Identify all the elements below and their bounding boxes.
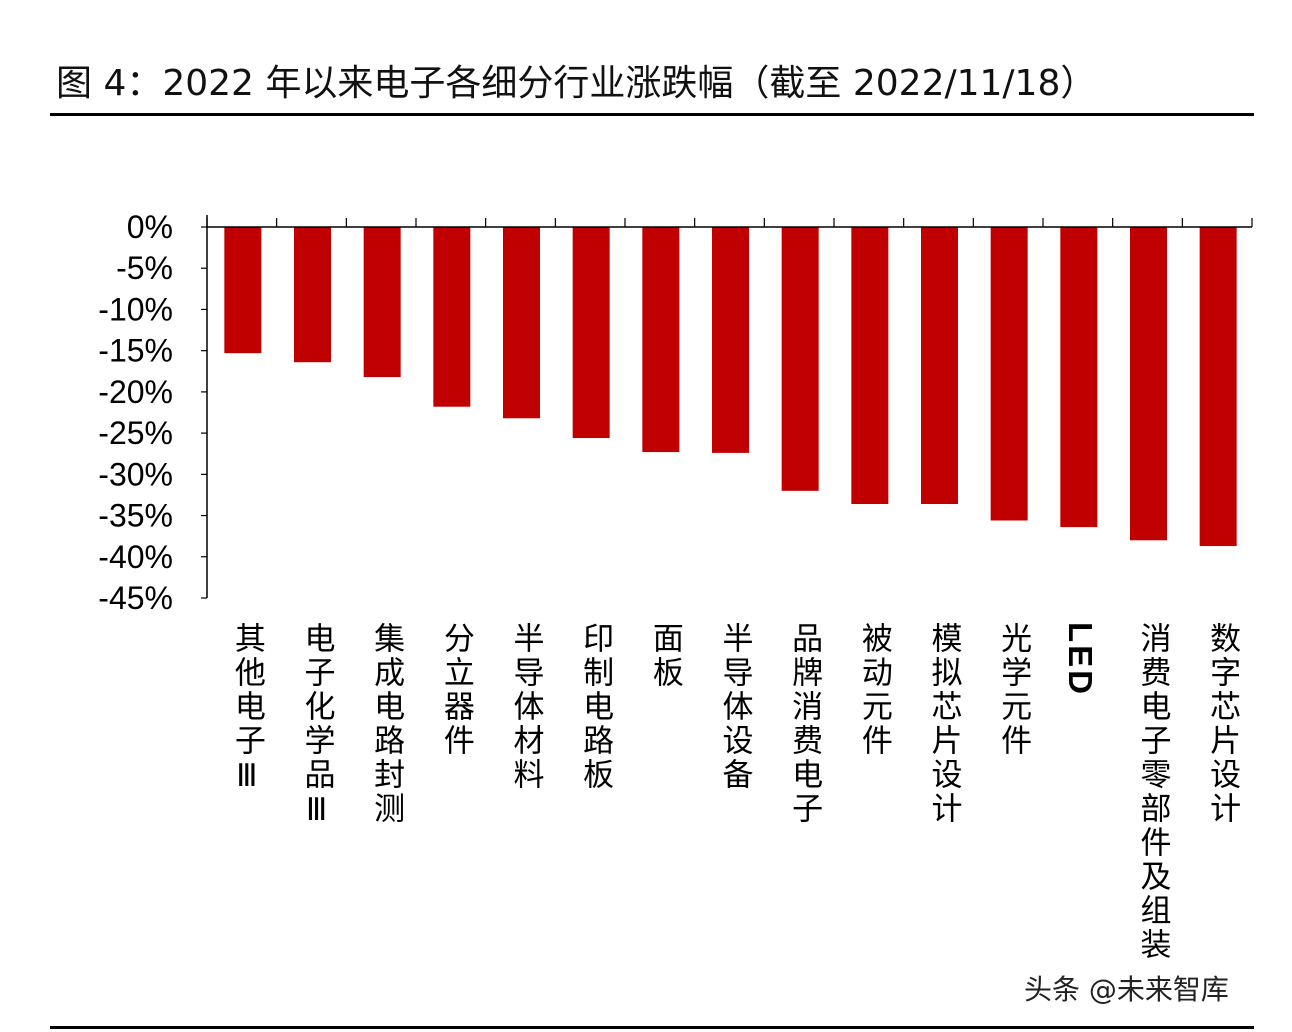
x-tick-label: 光学元件 bbox=[995, 622, 1032, 758]
x-tick-label: 电子化学品Ⅲ bbox=[298, 622, 335, 831]
x-tick-label: 集成电路封测 bbox=[368, 622, 405, 826]
x-tick-label: 半导体材料 bbox=[507, 622, 544, 792]
bar bbox=[781, 227, 819, 491]
bar bbox=[224, 227, 262, 354]
bar bbox=[433, 227, 471, 407]
title-rule bbox=[50, 113, 1254, 116]
x-tick-label: 印制电路板 bbox=[577, 622, 614, 792]
x-tick-label: LED bbox=[1061, 622, 1099, 697]
x-tick-label: 模拟芯片设计 bbox=[925, 622, 962, 826]
y-tick-label: -5% bbox=[116, 250, 173, 286]
y-tick-label: 0% bbox=[127, 209, 173, 245]
bar bbox=[851, 227, 889, 505]
x-tick-label: 品牌消费电子 bbox=[786, 622, 823, 826]
bar bbox=[1060, 227, 1098, 528]
bar bbox=[294, 227, 331, 363]
x-tick-label: 分立器件 bbox=[437, 622, 474, 758]
bar bbox=[572, 227, 610, 439]
bar bbox=[990, 227, 1028, 521]
x-tick-label: 被动元件 bbox=[855, 622, 892, 758]
y-tick-label: -45% bbox=[98, 580, 173, 616]
y-tick-label: -10% bbox=[98, 291, 173, 327]
bar bbox=[503, 227, 540, 419]
x-tick-label: 半导体设备 bbox=[716, 622, 753, 792]
bar bbox=[921, 227, 958, 505]
y-tick-label: -25% bbox=[98, 415, 173, 451]
y-tick-label: -40% bbox=[98, 539, 173, 575]
bar bbox=[642, 227, 680, 453]
watermark: 头条 @未来智库 bbox=[1024, 973, 1229, 1006]
x-tick-label: 其他电子Ⅲ bbox=[228, 622, 265, 797]
bar bbox=[712, 227, 749, 453]
bar bbox=[363, 227, 401, 378]
y-tick-label: -20% bbox=[98, 374, 173, 410]
chart-title: 图 4：2022 年以来电子各细分行业涨跌幅（截至 2022/11/18） bbox=[56, 63, 1097, 104]
bar bbox=[1199, 227, 1237, 547]
y-tick-label: -35% bbox=[98, 498, 173, 534]
x-tick-label: 面板 bbox=[646, 622, 683, 690]
y-tick-label: -30% bbox=[98, 456, 173, 492]
y-tick-label: -15% bbox=[98, 333, 173, 369]
bottom-rule bbox=[50, 1026, 1254, 1029]
x-tick-label: 数字芯片设计 bbox=[1204, 622, 1241, 826]
bar bbox=[1130, 227, 1167, 541]
x-tick-label: 消费电子零部件及组装 bbox=[1134, 622, 1171, 962]
